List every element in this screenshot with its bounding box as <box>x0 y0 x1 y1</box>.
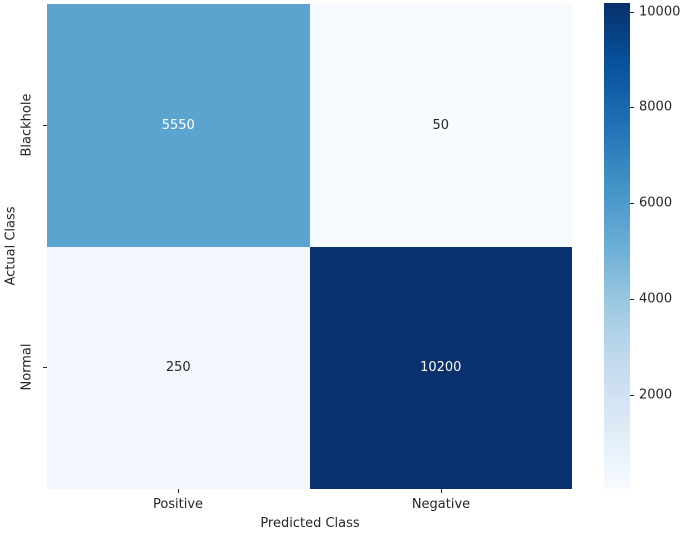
x-axis-title: Predicted Class <box>260 516 360 531</box>
cell-normal-positive: 250 <box>47 246 310 489</box>
colorbar-label-4000: 4000 <box>639 291 673 307</box>
colorbar-label-10000: 10000 <box>639 4 681 20</box>
colorbar-label-6000: 6000 <box>639 195 673 211</box>
colorbar-tick-10000 <box>630 12 634 13</box>
heatmap-plot-area: 5550 50 250 10200 <box>47 4 572 489</box>
cell-normal-negative: 10200 <box>309 246 572 489</box>
colorbar-label-8000: 8000 <box>639 99 673 115</box>
cell-blackhole-negative: 50 <box>309 4 572 247</box>
x-ticklabel-negative: Negative <box>411 497 471 512</box>
y-ticklabel-normal: Normal <box>19 343 35 391</box>
x-tick-negative <box>441 489 442 493</box>
y-axis-title: Actual Class <box>3 206 19 286</box>
colorbar-tick-2000 <box>630 395 634 396</box>
y-tick-blackhole <box>43 125 47 126</box>
colorbar-tick-6000 <box>630 203 634 204</box>
x-tick-positive <box>178 489 179 493</box>
colorbar-tick-8000 <box>630 107 634 108</box>
colorbar-label-2000: 2000 <box>639 387 673 403</box>
cell-blackhole-positive: 5550 <box>47 4 310 247</box>
y-tick-normal <box>43 367 47 368</box>
x-ticklabel-positive: Positive <box>152 497 204 512</box>
colorbar-tick-4000 <box>630 299 634 300</box>
colorbar-gradient <box>604 3 630 489</box>
y-ticklabel-blackhole: Blackhole <box>19 93 35 157</box>
